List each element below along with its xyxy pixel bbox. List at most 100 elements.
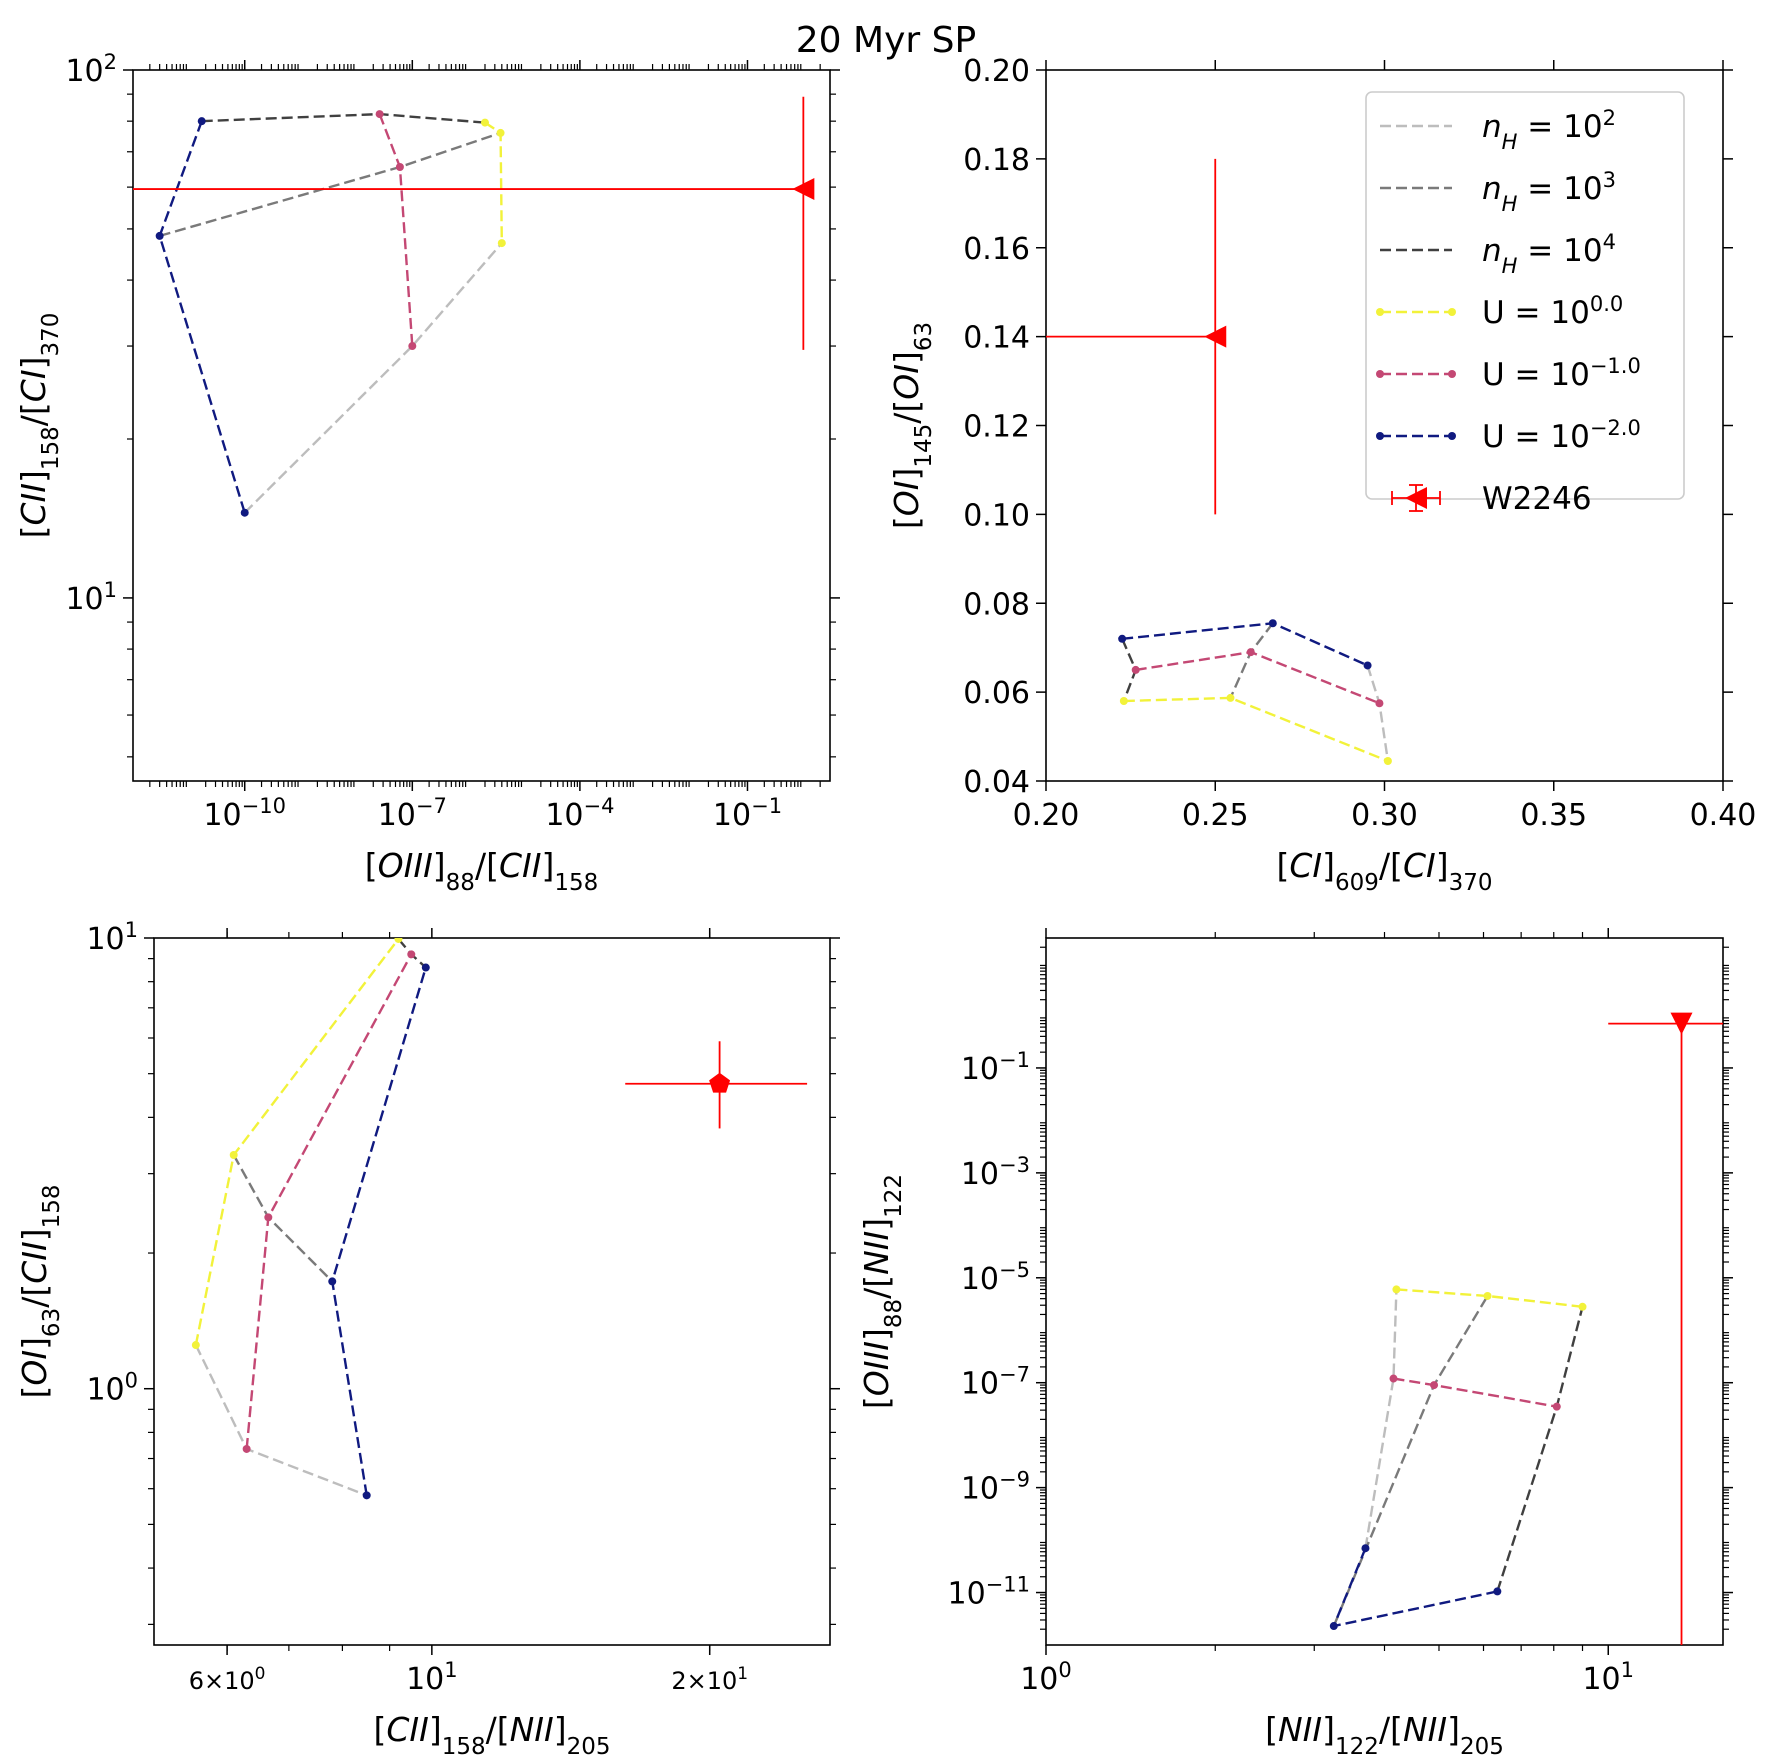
x-axis-label: [CI]609/[CI]370 (1277, 846, 1493, 896)
x-tick-label: 100 (1020, 1658, 1072, 1697)
x-tick-label: 6×100 (189, 1664, 266, 1695)
series-point-U=1e-1 (408, 342, 417, 351)
obs-marker (1670, 1012, 1693, 1035)
series-line-U=1e-1 (1135, 650, 1380, 705)
x-tick-label: 0.20 (1013, 798, 1080, 833)
series-point-U=1e-2 (362, 1491, 371, 1500)
legend-label-Um1: U = 10−1.0 (1482, 354, 1641, 393)
series-line-nH=1e3 (159, 131, 501, 238)
series-point-U=1e-2 (421, 963, 430, 972)
series-line-U=1e0 (1123, 696, 1389, 763)
x-tick-label: 0.35 (1520, 798, 1587, 833)
x-tick-label: 0.30 (1351, 798, 1418, 833)
series-point-U=1e0 (497, 239, 506, 248)
legend-frame (1365, 91, 1685, 500)
series-point-U=1e-1 (1131, 665, 1140, 674)
series-point-U=1e0 (394, 938, 403, 943)
series-line-nH=1e3 (1332, 1295, 1489, 1627)
series-point-U=1e-1 (1430, 1381, 1439, 1390)
series-point-U=1e-2 (1493, 1587, 1502, 1596)
y-axis-label: [OI]145/[OI]63 (887, 322, 937, 529)
plot-frame (132, 69, 831, 782)
y-tick-label: 0.16 (963, 232, 1030, 267)
y-tick-label: 100 (86, 1369, 138, 1408)
legend-label-nH4: nH = 104 (1482, 230, 1616, 278)
legend-point-Um2 (1376, 432, 1384, 440)
y-tick-label: 0.04 (963, 765, 1030, 800)
legend-point-U0 (1376, 308, 1384, 316)
legend-label-obs: W2246 (1482, 481, 1592, 517)
series-point-U=1e-2 (240, 508, 249, 517)
x-axis-label: [OIII]88/[CII]158 (365, 846, 599, 896)
series-line-nH=1e4 (201, 112, 486, 124)
series-line-nH=1e3 (1229, 622, 1274, 699)
legend: nH = 102 nH = 103 nH = 104 U = 100.0 U = 10−… (1365, 91, 1685, 517)
data-layer (1046, 158, 1392, 766)
series-point-U=1e-2 (155, 231, 164, 240)
x-axis-label: [NII]122/[NII]205 (1265, 1710, 1504, 1760)
y-axis-label: [CII]158/[CI]370 (14, 313, 64, 539)
y-tick-label: 0.10 (963, 498, 1030, 533)
series-point-U=1e-2 (197, 117, 206, 126)
series-point-U=1e-2 (1268, 619, 1277, 628)
y-tick-label: 10−9 (961, 1468, 1030, 1507)
y-tick-label: 0.14 (963, 321, 1030, 356)
plot-frame (1045, 937, 1724, 1646)
series-line-U=1e0 (484, 121, 504, 244)
y-tick-label: 10−11 (947, 1573, 1030, 1612)
legend-point-U0 (1448, 308, 1456, 316)
figure-title: 20 Myr SP (796, 20, 976, 61)
series-point-U=1e-1 (264, 1213, 273, 1222)
x-tick-label: 2×101 (671, 1664, 748, 1695)
x-tick-label: 101 (406, 1658, 458, 1697)
y-tick-label: 0.06 (963, 676, 1030, 711)
legend-label-nH2: nH = 102 (1482, 106, 1616, 154)
obs-marker (792, 178, 815, 201)
y-tick-label: 0.18 (963, 143, 1030, 178)
y-tick-label: 102 (65, 50, 117, 89)
panel-oiii-nii-vs-nii-nii: 100 101 10−11 10−9 10−7 10−5 10−3 10−1 [NII]122/… (857, 928, 1733, 1760)
legend-point-Um2 (1448, 432, 1456, 440)
y-tick-label: 101 (65, 578, 117, 617)
legend-point-Um1 (1448, 370, 1456, 378)
obs-marker (1204, 325, 1227, 348)
series-line-U=1e-2 (331, 967, 427, 1496)
legend-label-nH3: nH = 103 (1482, 168, 1616, 216)
series-line-nH=1e4 (1496, 1306, 1584, 1592)
series-line-U=1e-2 (1122, 622, 1369, 667)
y-tick-label: 0.12 (963, 410, 1030, 445)
series-point-U=1e0 (1119, 697, 1128, 706)
series-point-U=1e0 (1226, 693, 1235, 702)
x-tick-label: 10−1 (713, 794, 782, 833)
y-tick-label: 10−3 (961, 1153, 1030, 1192)
legend-point-Um1 (1376, 370, 1384, 378)
series-point-U=1e-1 (407, 950, 416, 959)
series-line-nH=1e2 (1366, 665, 1390, 762)
y-tick-label: 0.20 (963, 54, 1030, 89)
panel-oi-cii-vs-cii-nii: 6×100 101 2×101 100 101 [CII]158/[NII]205 [OI]… (15, 918, 840, 1760)
x-tick-label: 0.25 (1182, 798, 1249, 833)
series-point-U=1e-1 (1389, 1374, 1398, 1383)
y-tick-label: 0.08 (963, 587, 1030, 622)
legend-label-U0: U = 100.0 (1482, 292, 1623, 331)
obs-marker (709, 1072, 731, 1093)
panel-cii-ci-vs-oiii-cii: 10−10 10−7 10−4 10−1 101 102 [OIII]88/[CII]158… (14, 50, 840, 896)
y-tick-label: 101 (86, 918, 138, 957)
series-line-nH=1e2 (243, 242, 503, 514)
series-point-U=1e-2 (1118, 634, 1127, 643)
series-point-U=1e0 (1383, 757, 1392, 766)
x-tick-label: 10−4 (545, 794, 614, 833)
series-line-U=1e0 (194, 938, 400, 1346)
panel-oi-oi-vs-ci-ci: 0.20 0.25 0.30 0.35 0.40 0.04 0.06 0.08 0.10 0.12… (887, 54, 1756, 896)
series-point-U=1e0 (191, 1341, 200, 1350)
data-layer (191, 938, 808, 1500)
y-axis-label: [OI]63/[CII]158 (15, 1184, 65, 1398)
series-line-nH=1e3 (232, 1154, 334, 1283)
y-tick-label: 10−5 (961, 1258, 1030, 1297)
series-point-U=1e0 (229, 1151, 238, 1160)
series-point-U=1e-1 (242, 1444, 251, 1453)
series-point-U=1e0 (1483, 1291, 1492, 1300)
series-point-U=1e0 (1392, 1285, 1401, 1294)
series-line-nH=1e2 (194, 1344, 368, 1497)
